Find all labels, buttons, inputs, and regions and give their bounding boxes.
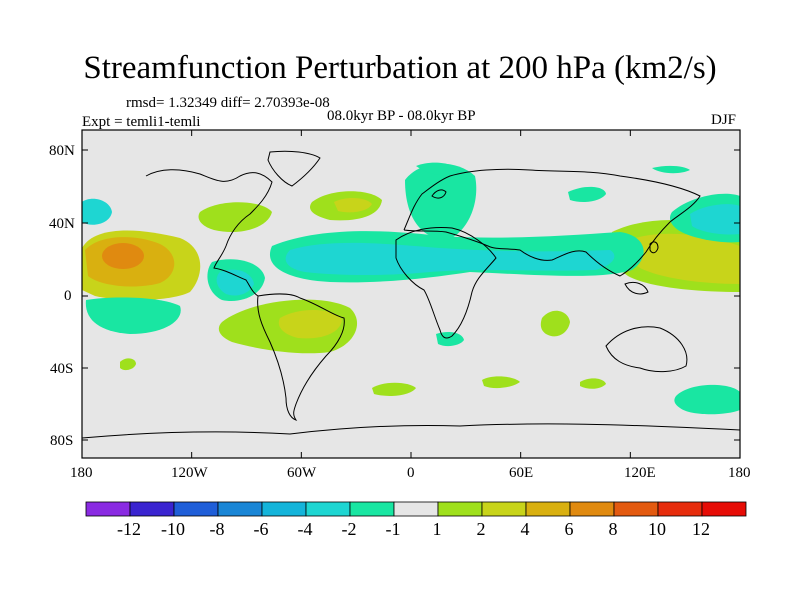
eurasia-coast (403, 168, 701, 277)
south-atlantic-high-small (372, 382, 416, 396)
colorbar-label: -4 (297, 519, 313, 539)
southern-ocean-low (674, 384, 740, 415)
central-america-low-core (216, 269, 254, 296)
colorbar-swatch (657, 501, 703, 517)
arctic-low-small (652, 165, 690, 174)
x-tick-label: 60W (287, 465, 317, 481)
south-indian-high-small (482, 376, 520, 389)
colorbar-swatch (217, 501, 263, 517)
colorbar-label: 8 (608, 519, 618, 539)
colorbar-swatch (613, 501, 659, 517)
north-america-coast (145, 169, 273, 297)
x-tick-label: 0 (407, 465, 415, 481)
season-label: DJF (711, 112, 737, 128)
y-tick-label: 40S (50, 361, 74, 377)
x-tick-label: 120W (171, 465, 208, 481)
colorbar-label: -8 (209, 519, 225, 539)
x-tick-label: 120E (624, 465, 656, 481)
x-tick-label: 180 (70, 465, 93, 481)
x-tick-label: 60E (509, 465, 534, 481)
antarctica-coast (82, 423, 740, 439)
south-indian-high-east (580, 378, 606, 389)
colorbar-swatch (525, 501, 571, 517)
colorbar-label: 12 (692, 519, 710, 539)
colorbar-swatch (261, 501, 307, 517)
colorbar-label: -1 (385, 519, 401, 539)
stats-label: rmsd= 1.32349 diff= 2.70393e-08 (126, 95, 330, 111)
y-tick-label: 0 (64, 288, 72, 304)
period-label: 08.0kyr BP - 08.0kyr BP (327, 108, 476, 124)
colorbar-label: 10 (648, 519, 666, 539)
tropical-low-belt (269, 231, 644, 283)
australia-coast (605, 326, 688, 373)
pacific-low-west (82, 198, 112, 225)
plot-title: Streamfunction Perturbation at 200 hPa (… (83, 50, 717, 86)
south-america-high (218, 299, 358, 354)
colorbar-swatch (393, 501, 439, 517)
south-atlantic-low (436, 332, 464, 347)
south-pacific-small (120, 358, 136, 371)
colorbar-swatch (481, 501, 527, 517)
colorbar-label: 6 (564, 519, 574, 539)
aleutian-low (670, 193, 740, 243)
colorbar-swatch (569, 501, 615, 517)
x-tick-label: 180 (728, 465, 751, 481)
south-america-coast (257, 293, 345, 421)
colorbar-label: 1 (432, 519, 442, 539)
colorbar (85, 501, 747, 517)
y-tick-label: 80S (50, 433, 74, 449)
southeast-pacific-low (85, 297, 181, 334)
colorbar-swatch (305, 501, 351, 517)
colorbar-swatch (701, 501, 747, 517)
maritime-continent-coast (624, 281, 649, 295)
colorbar-label: -12 (117, 519, 141, 539)
colorbar-label: 2 (476, 519, 486, 539)
japan-coast (649, 241, 659, 254)
y-tick-label: 40N (49, 216, 75, 232)
greenland-coast (267, 150, 321, 187)
colorbar-label: 4 (520, 519, 530, 539)
colorbar-label: -2 (341, 519, 357, 539)
coastlines (82, 150, 740, 439)
europe-low (405, 163, 477, 240)
central-asia-low (568, 186, 606, 202)
colorbar-swatch (437, 501, 483, 517)
indian-ocean-high (540, 310, 570, 337)
britain-coast (431, 189, 447, 199)
colorbar-swatch (129, 501, 175, 517)
africa-coast (395, 227, 497, 339)
colorbar-swatch (349, 501, 395, 517)
colorbar-swatch (173, 501, 219, 517)
colorbar-label: -6 (253, 519, 269, 539)
pacific-high (82, 230, 201, 301)
tick-marks (81, 130, 741, 458)
atlantic-high-core (334, 198, 372, 213)
colorbar-label: -10 (161, 519, 185, 539)
y-tick-label: 80N (49, 143, 75, 159)
europe-low-north (416, 162, 462, 176)
experiment-label: Expt = temli1-temli (82, 114, 201, 130)
colorbar-swatch (85, 501, 131, 517)
